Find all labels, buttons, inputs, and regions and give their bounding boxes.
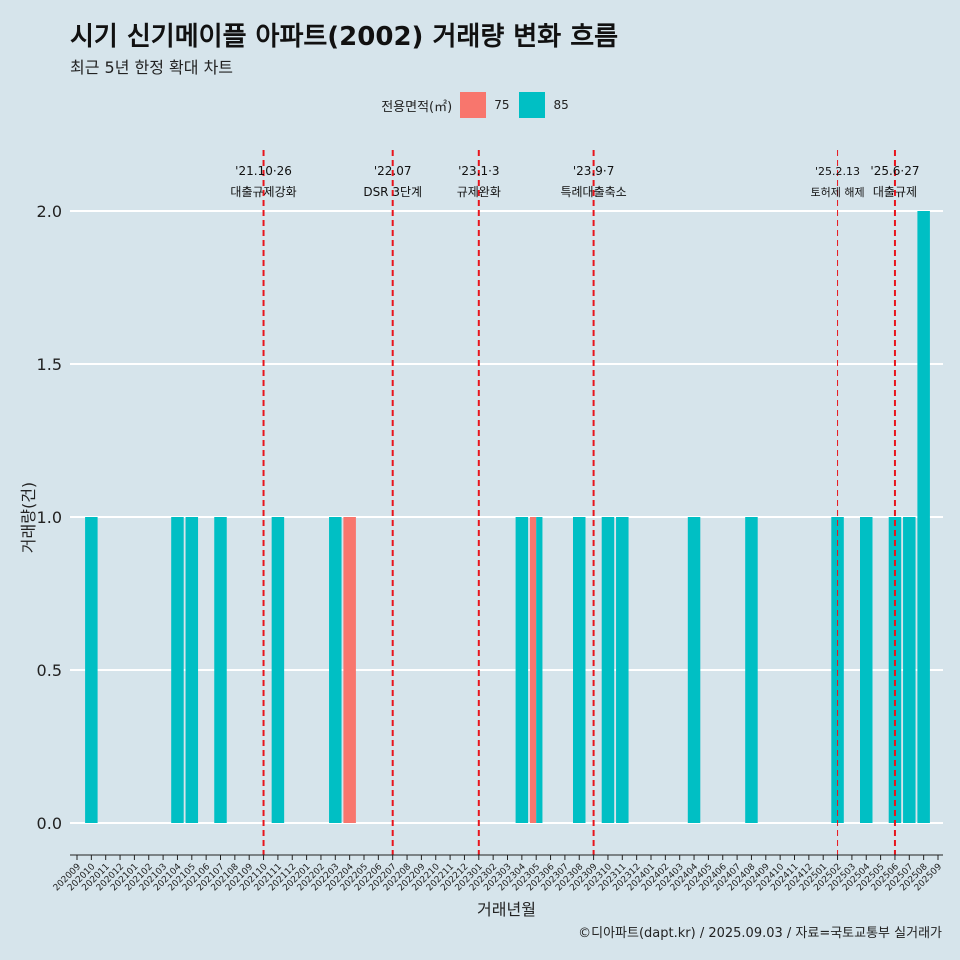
event-label-202110: 대출규제강화 [230, 185, 296, 199]
event-date-202301: '23.1·3 [458, 164, 499, 178]
event-date-202502: '25.2.13 [815, 165, 860, 178]
bar-85-202010 [85, 517, 98, 823]
y-tick-label: 1.5 [37, 355, 62, 374]
x-axis-title: 거래년월 [477, 900, 536, 919]
legend-label-75: 75 [494, 98, 510, 112]
bar-85-202408 [745, 517, 758, 823]
y-tick-label: 1.0 [37, 508, 62, 527]
bar-85-202107 [214, 517, 227, 823]
bar-85-202404 [687, 517, 701, 823]
bar-85-202105 [185, 517, 199, 823]
event-date-202309: '23.9·7 [573, 164, 614, 178]
y-axis-title: 거래량(건) [19, 482, 38, 553]
bar-85-202508 [917, 211, 930, 823]
chart-subtitle: 최근 5년 한정 확대 차트 [70, 58, 234, 77]
y-tick-label: 2.0 [37, 202, 62, 221]
bar-85-202203 [329, 517, 342, 823]
event-date-202110: '21.10·26 [235, 164, 292, 178]
legend-label-85: 85 [553, 98, 569, 112]
bar-85-202104 [171, 517, 184, 823]
bar-85-202304 [515, 517, 529, 823]
bar-75-202305 [529, 517, 537, 823]
bar-75-202204 [343, 517, 356, 823]
bar-85-202305 [536, 517, 543, 823]
event-date-202207: '22.07 [374, 164, 412, 178]
legend-swatch-85 [519, 92, 546, 118]
event-label-202309: 특례대출축소 [560, 185, 626, 199]
y-tick-label: 0.0 [37, 814, 62, 833]
y-tick-label: 0.5 [37, 661, 62, 680]
bar-85-202507 [903, 517, 916, 823]
event-date-202506: '25.6·27 [870, 164, 919, 178]
chart-title: 시기 신기메이플 아파트(2002) 거래량 변화 흐름 [70, 22, 619, 52]
bar-85-202308 [573, 517, 586, 823]
event-label-202207: DSR 3단계 [363, 185, 422, 199]
event-label-202301: 규제완화 [457, 185, 501, 199]
legend-title: 전용면적(㎡) [381, 99, 453, 115]
event-label-202506: 대출규제 [873, 185, 917, 199]
bar-85-202310 [601, 517, 615, 823]
legend: 전용면적(㎡) 75 85 [0, 92, 960, 118]
bar-85-202504 [860, 517, 873, 823]
bar-85-202311 [616, 517, 629, 823]
bar-85-202111 [271, 517, 285, 823]
event-label-202502: 토허제 해제 [810, 185, 864, 199]
legend-swatch-75 [460, 92, 487, 118]
source-caption: ©디아파트(dapt.kr) / 2025.09.03 / 자료=국토교통부 실… [578, 926, 942, 941]
